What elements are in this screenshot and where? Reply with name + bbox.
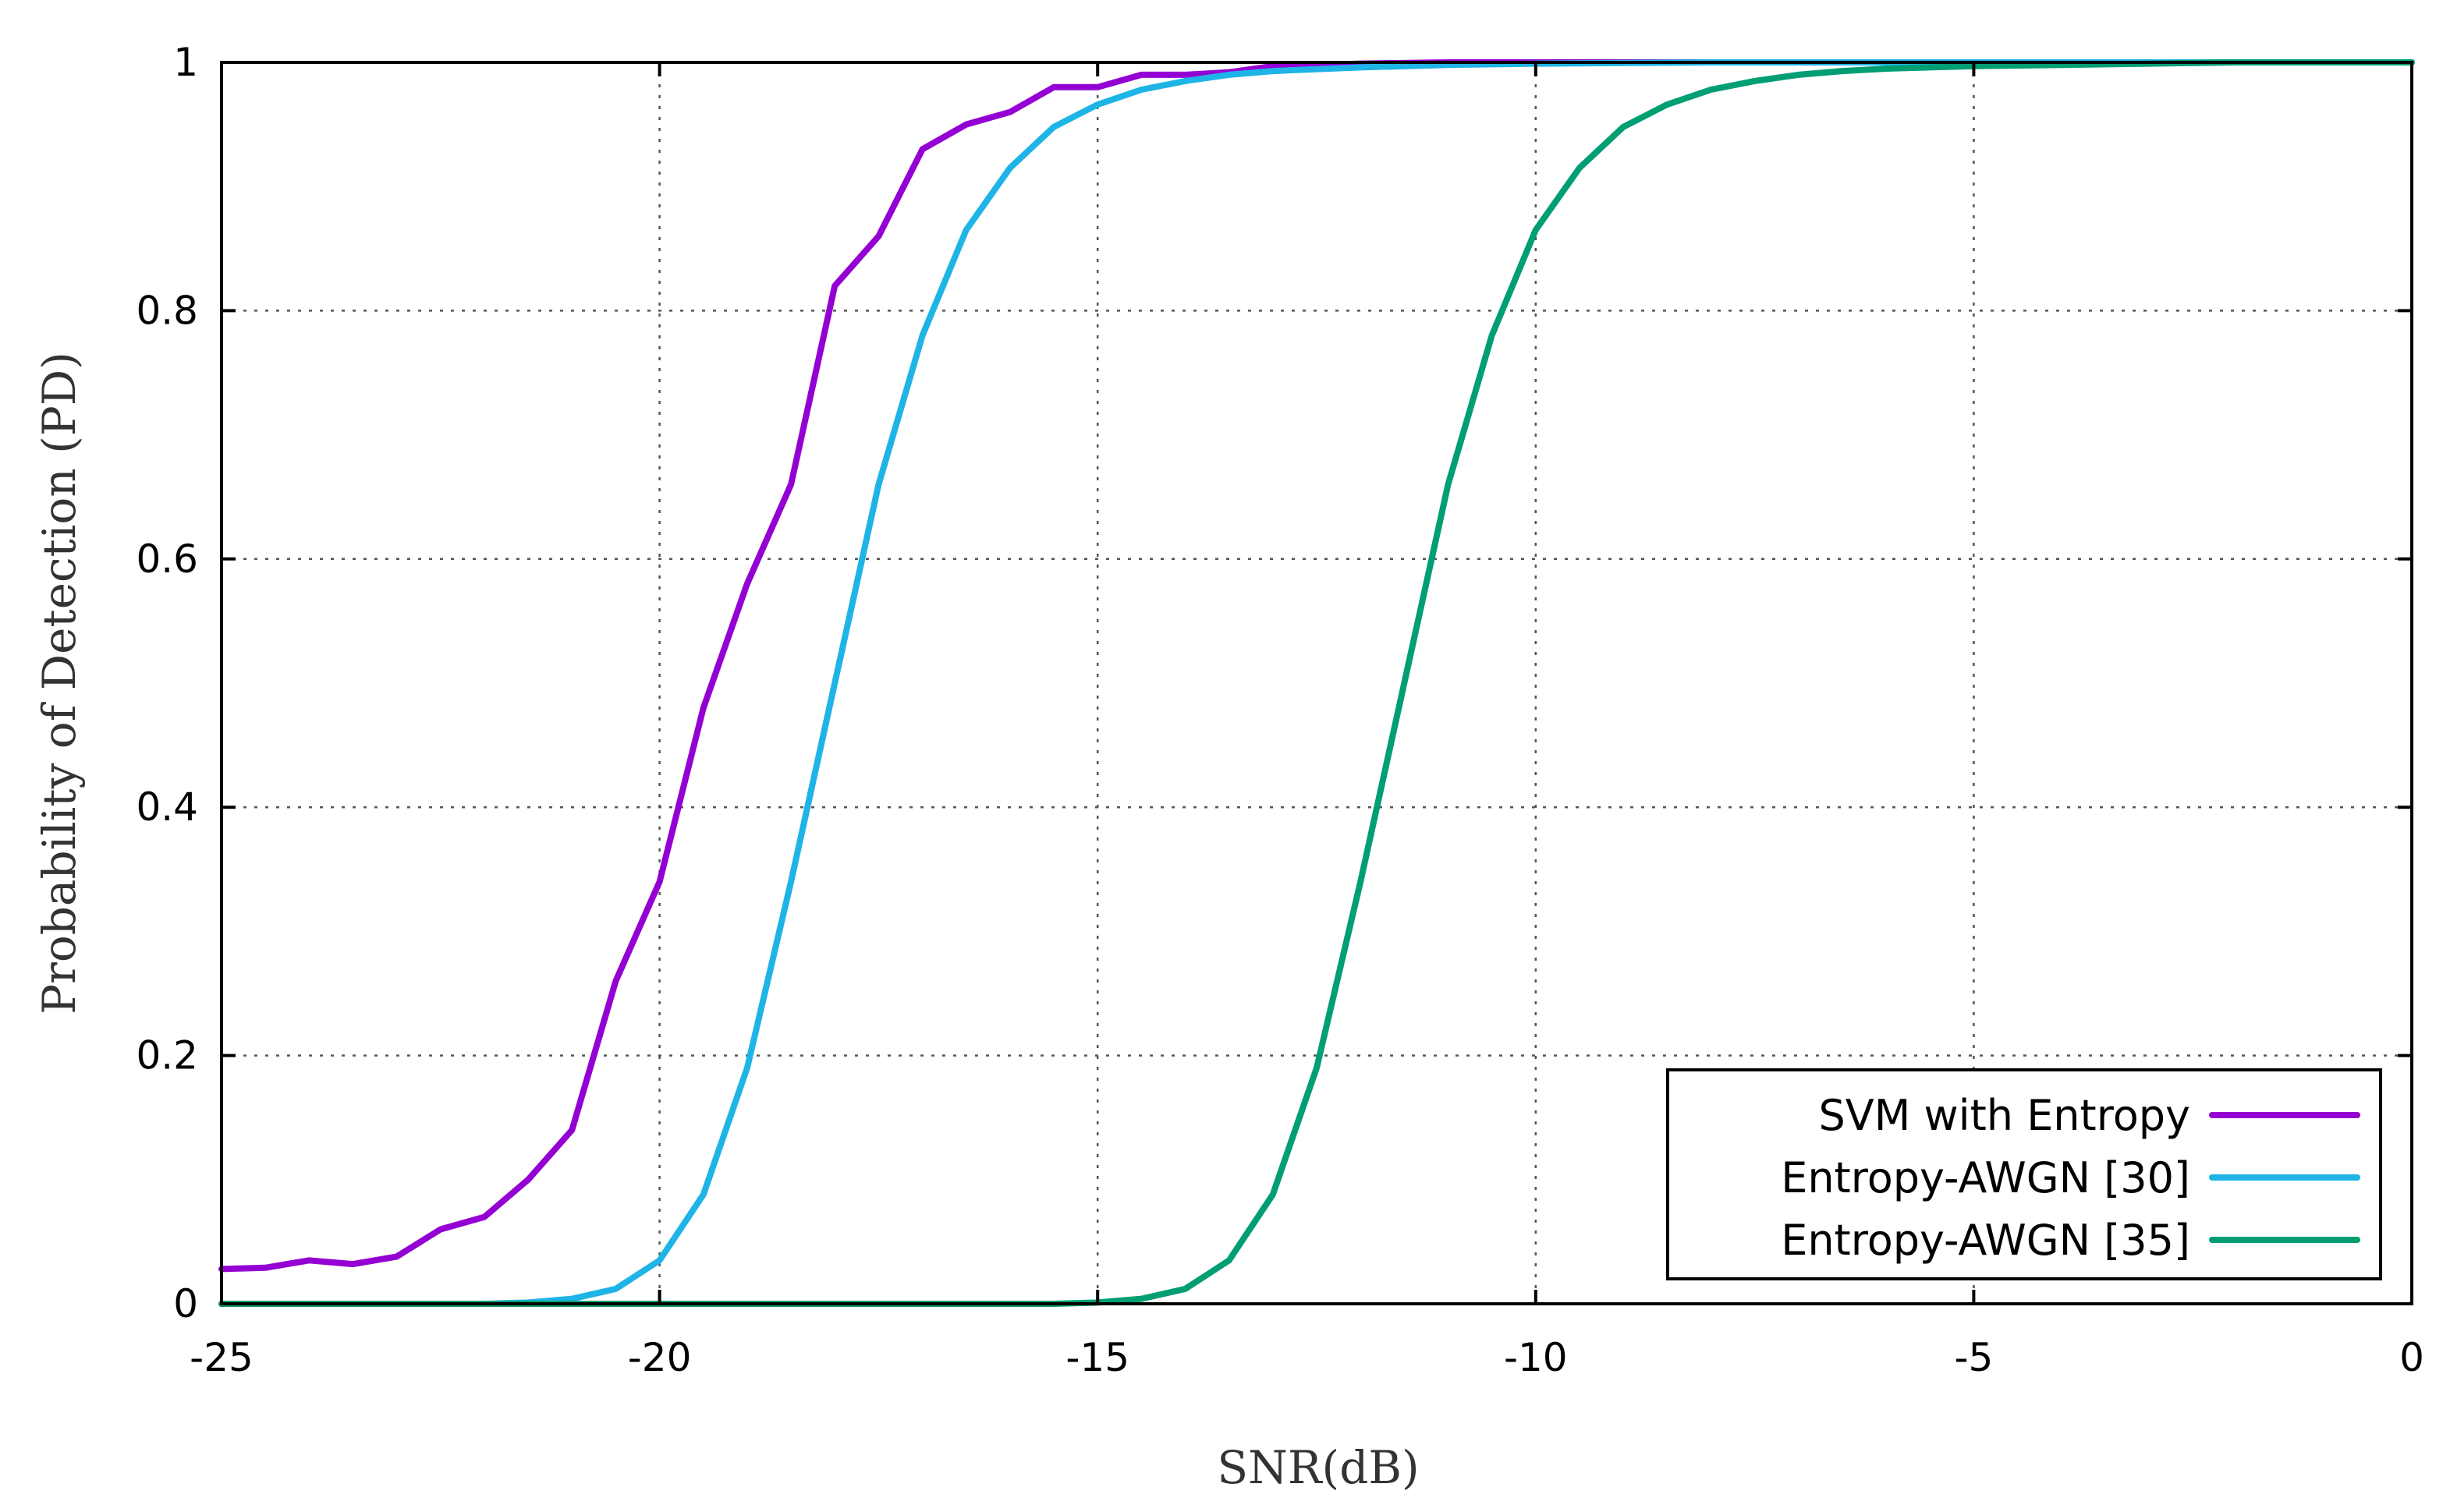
x-axis-title: SNR(dB): [1217, 1441, 1419, 1494]
x-tick-label: -10: [1504, 1335, 1568, 1380]
x-tick-labels: -25 -20 -15 -10 -5 0: [190, 1335, 2424, 1380]
x-tick-label: -5: [1954, 1335, 1993, 1380]
legend-label-2: Entropy-AWGN [30]: [1781, 1153, 2190, 1202]
y-tick-label: 0: [173, 1281, 198, 1326]
y-axis-title: Probability of Detection (PD): [33, 352, 86, 1014]
legend: SVM with Entropy Entropy-AWGN [30] Entropy…: [1666, 1068, 2382, 1280]
y-tick-label: 0.6: [136, 536, 198, 582]
plot-frame: [220, 61, 2413, 1305]
x-tick-label: 0: [2399, 1335, 2424, 1380]
legend-label-3: Entropy-AWGN [35]: [1781, 1216, 2190, 1265]
legend-label-1: SVM with Entropy: [1818, 1091, 2190, 1140]
y-tick-label: 1: [173, 40, 198, 85]
y-tick-label: 0.8: [136, 288, 198, 333]
x-tick-label: -15: [1065, 1335, 1129, 1380]
x-tick-label: -25: [190, 1335, 254, 1380]
y-tick-label: 0.4: [136, 784, 198, 830]
axis-ticks: [220, 61, 2413, 1305]
x-tick-label: -20: [628, 1335, 692, 1380]
y-tick-label: 0.2: [136, 1033, 198, 1078]
y-tick-labels: 0 0.2 0.4 0.6 0.8 1: [136, 40, 198, 1326]
